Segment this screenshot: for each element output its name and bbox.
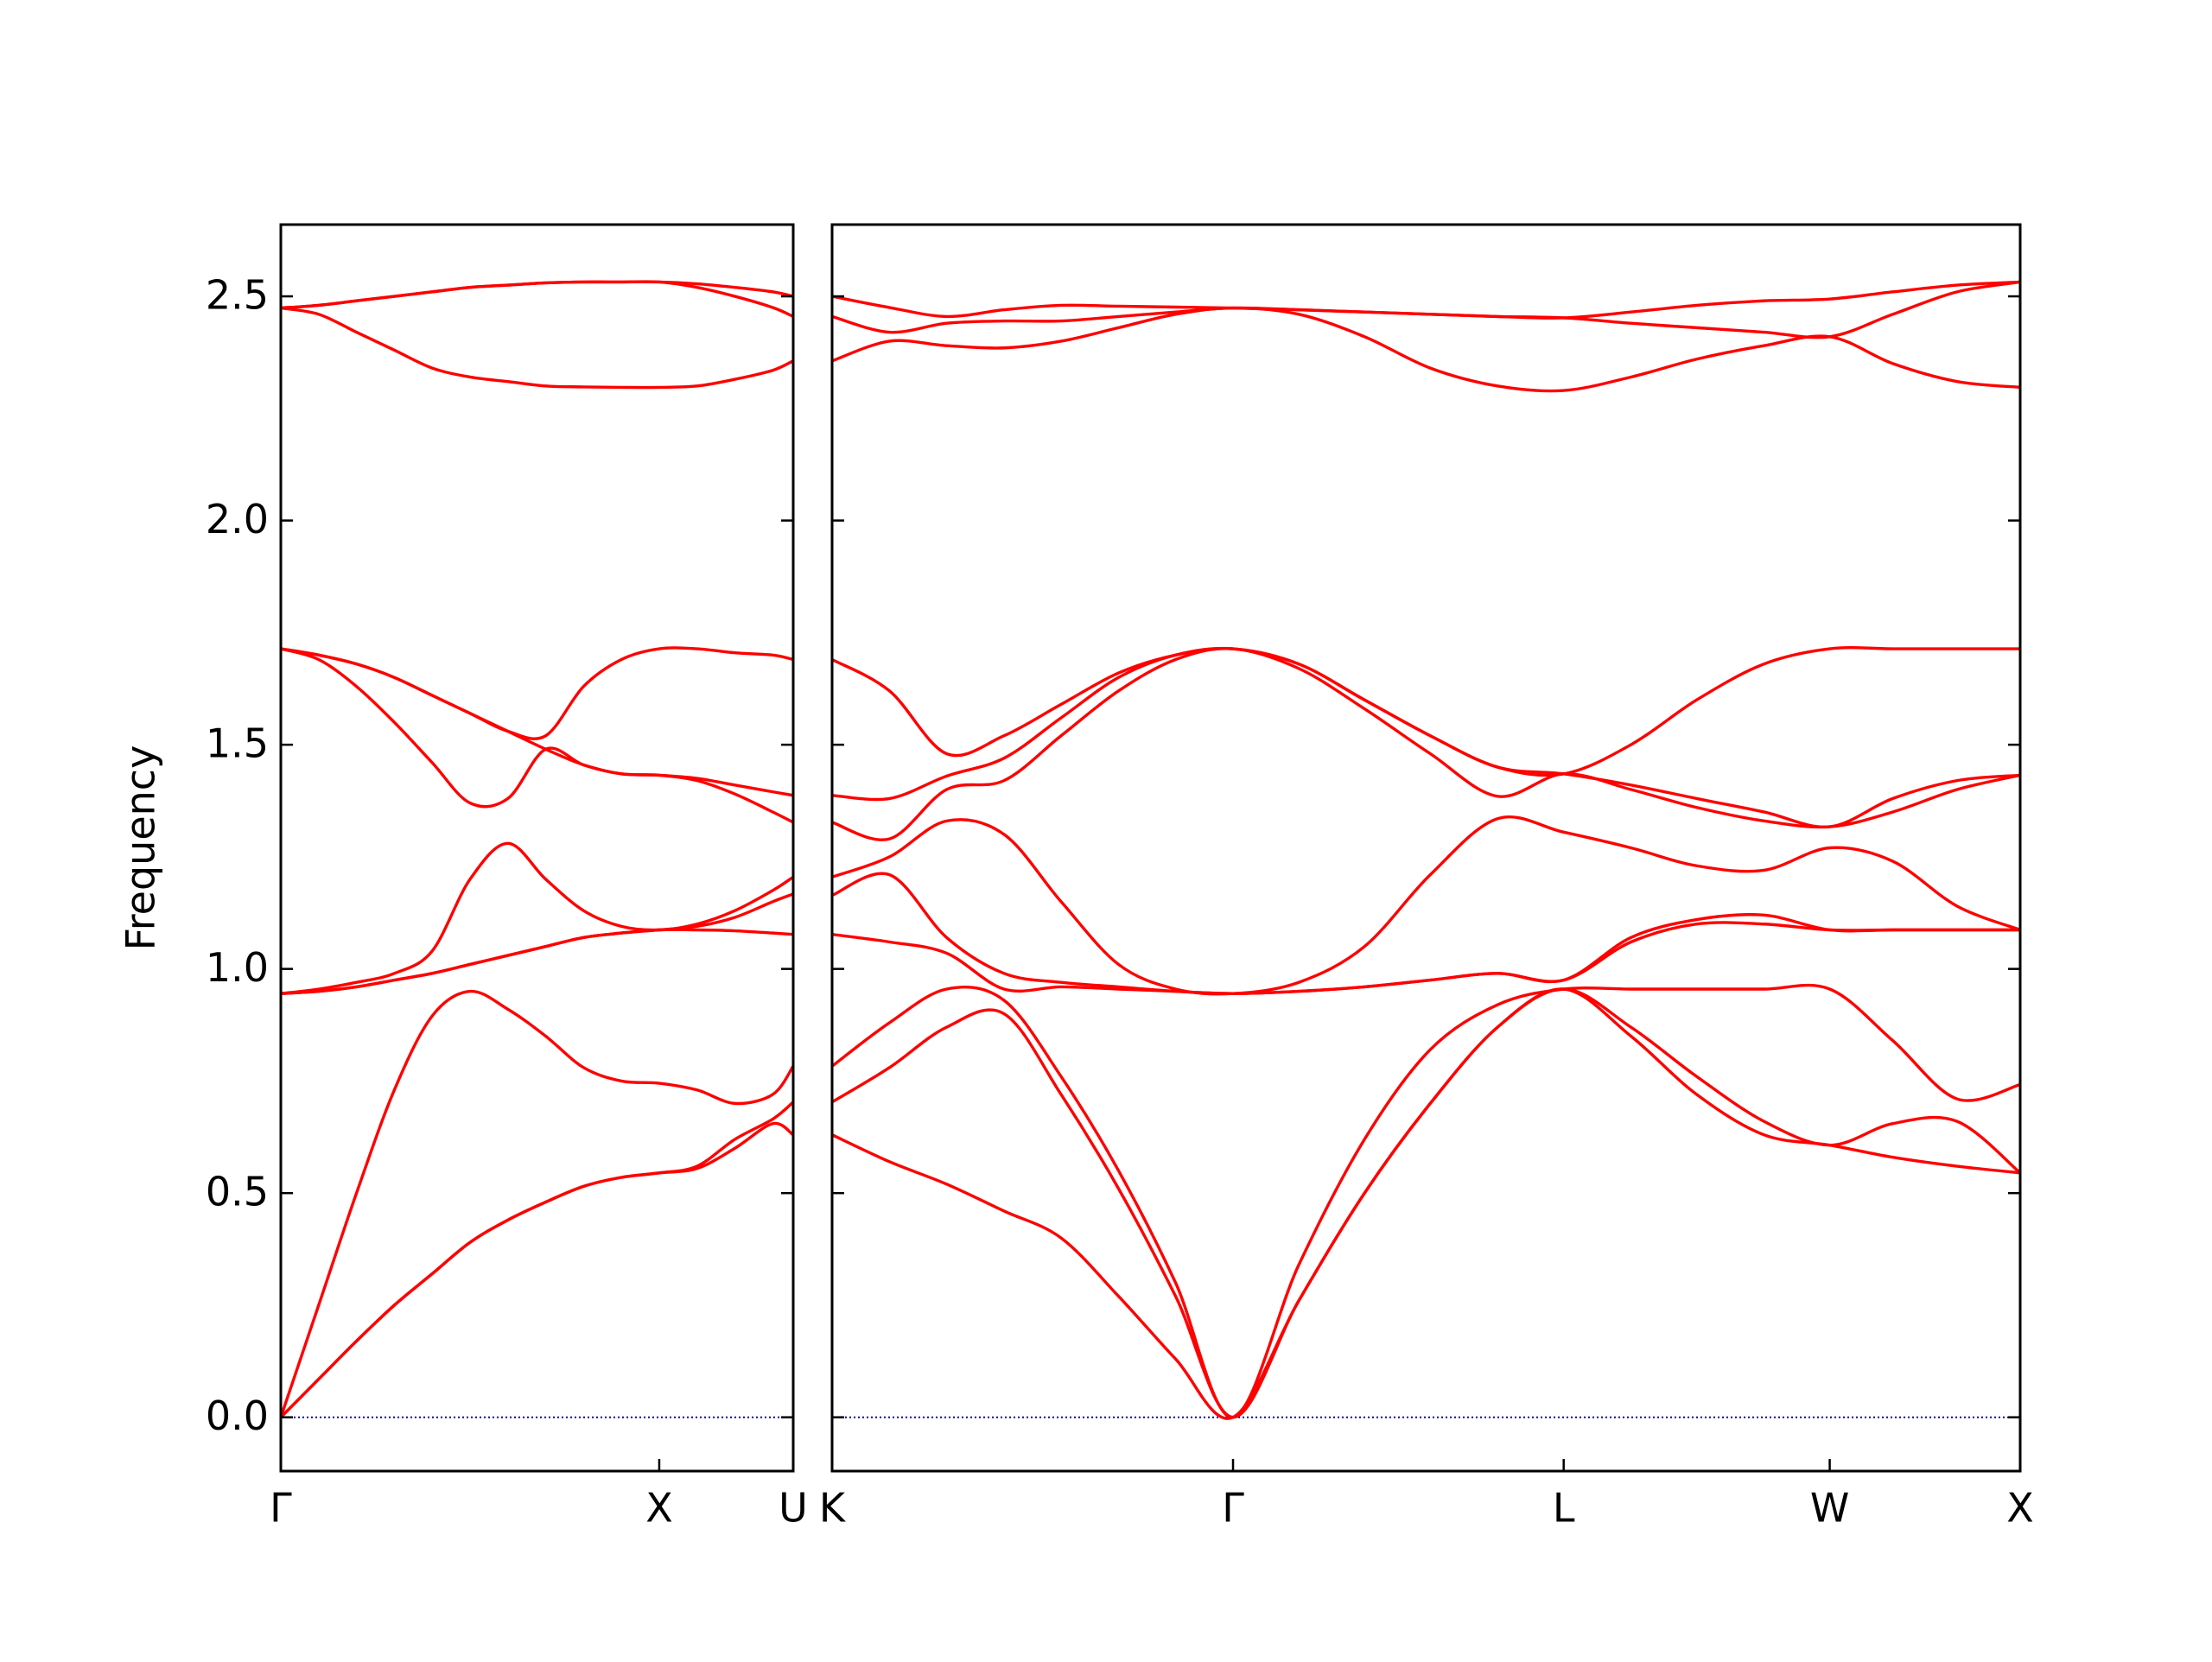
- band-line: [832, 647, 2020, 841]
- band-line: [832, 983, 2020, 1419]
- x-tick-label: W: [1810, 1485, 1849, 1532]
- band-line: [281, 1101, 793, 1418]
- band-line: [281, 647, 793, 797]
- band-line: [832, 815, 2020, 996]
- axes-frame: [830, 223, 2022, 1473]
- y-tick-label: 1.0: [206, 944, 269, 991]
- y-tick-label: 2.0: [206, 496, 269, 542]
- x-tick-label: K: [819, 1485, 847, 1532]
- panel: 0.0 0.5 1.0 1.5 2.0 2.5 Γ X U Frequency: [118, 223, 808, 1532]
- axes-frame: [279, 223, 795, 1473]
- band-line: [832, 646, 2020, 777]
- band-line: [281, 1121, 793, 1418]
- y-tick-label: 0.5: [206, 1169, 269, 1215]
- band-line: [281, 841, 793, 995]
- x-tick-label: L: [1553, 1485, 1575, 1532]
- band-line: [281, 892, 793, 995]
- x-tick-label: X: [645, 1485, 673, 1532]
- band-line: [832, 921, 2020, 995]
- bands: [281, 280, 793, 1418]
- y-axis-label: Frequency: [118, 745, 164, 951]
- band-line: [832, 280, 2020, 320]
- band-line: [281, 306, 793, 390]
- band-line: [281, 647, 793, 824]
- y-tick-label: 2.5: [206, 272, 269, 319]
- y-tick-label: 1.5: [206, 720, 269, 767]
- band-line: [832, 872, 2020, 995]
- band-line: [832, 646, 2020, 829]
- band-line: [281, 989, 793, 1418]
- x-tick-label: Γ: [270, 1485, 292, 1532]
- x-tick-label: U: [779, 1485, 808, 1532]
- y-tick-label: 0.0: [206, 1392, 269, 1439]
- x-tick-label: X: [2006, 1485, 2034, 1532]
- band-line: [281, 280, 793, 310]
- band-line: [832, 987, 2020, 1419]
- x-tick-label: Γ: [1222, 1485, 1244, 1532]
- band-line: [281, 928, 793, 995]
- band-line: [281, 646, 793, 740]
- bands: [832, 280, 2020, 1420]
